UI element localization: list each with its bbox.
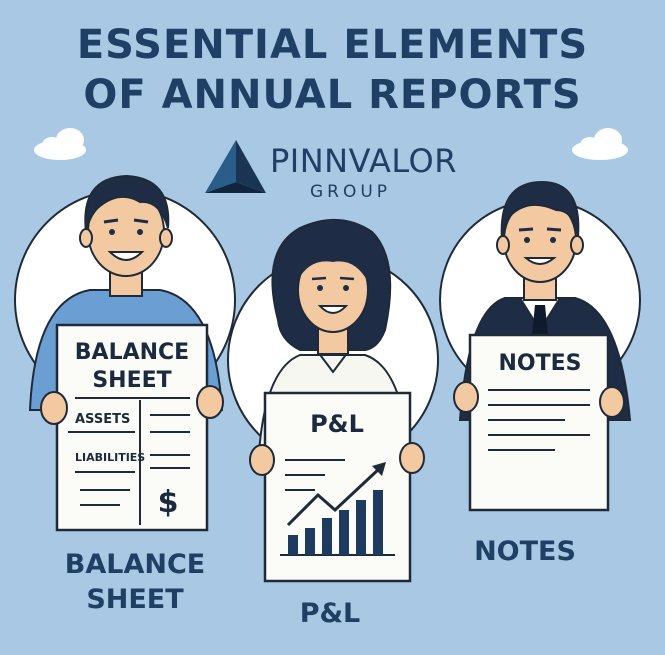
caption-balance-line-1: BALANCE xyxy=(64,549,206,580)
cloud-left-icon xyxy=(34,128,86,160)
hand-left-2 xyxy=(196,385,224,419)
assets-label: ASSETS xyxy=(75,412,130,427)
trend-arrow-icon xyxy=(286,466,382,527)
pnl-document: P&L xyxy=(263,391,412,583)
notes-document: NOTES xyxy=(468,333,610,512)
balance-sheet-document: BALANCE SHEET ASSETS LIABILITIES $ xyxy=(55,323,209,532)
caption-notes: NOTES xyxy=(474,536,576,567)
balance-sheet-heading-1: BALANCE xyxy=(75,340,189,365)
hand-right-2 xyxy=(599,386,625,418)
pnl-bar-chart-icon xyxy=(288,490,383,555)
caption-balance-sheet: BALANCE SHEET xyxy=(45,547,225,617)
caption-balance-line-2: SHEET xyxy=(86,584,184,615)
pinnvalor-logo-icon xyxy=(205,140,266,193)
brand-name: PINNVALOR xyxy=(270,142,457,180)
title-line-1: ESSENTIAL ELEMENTS xyxy=(76,22,589,68)
liabilities-label: LIABILITIES xyxy=(75,451,145,464)
brand-subtitle: GROUP xyxy=(310,182,392,202)
hand-left-1 xyxy=(40,391,68,425)
title-line-2: OF ANNUAL REPORTS xyxy=(83,72,582,118)
dollar-sign-icon: $ xyxy=(158,485,179,520)
pnl-heading: P&L xyxy=(310,410,364,438)
hand-right-1 xyxy=(453,381,479,413)
hand-center-2 xyxy=(399,442,425,474)
balance-sheet-heading-2: SHEET xyxy=(92,368,171,393)
notes-heading: NOTES xyxy=(499,351,582,376)
page-title: ESSENTIAL ELEMENTS OF ANNUAL REPORTS xyxy=(0,20,665,120)
caption-pnl: P&L xyxy=(299,598,361,629)
cloud-right-icon xyxy=(572,128,628,160)
hand-center-1 xyxy=(249,444,275,476)
